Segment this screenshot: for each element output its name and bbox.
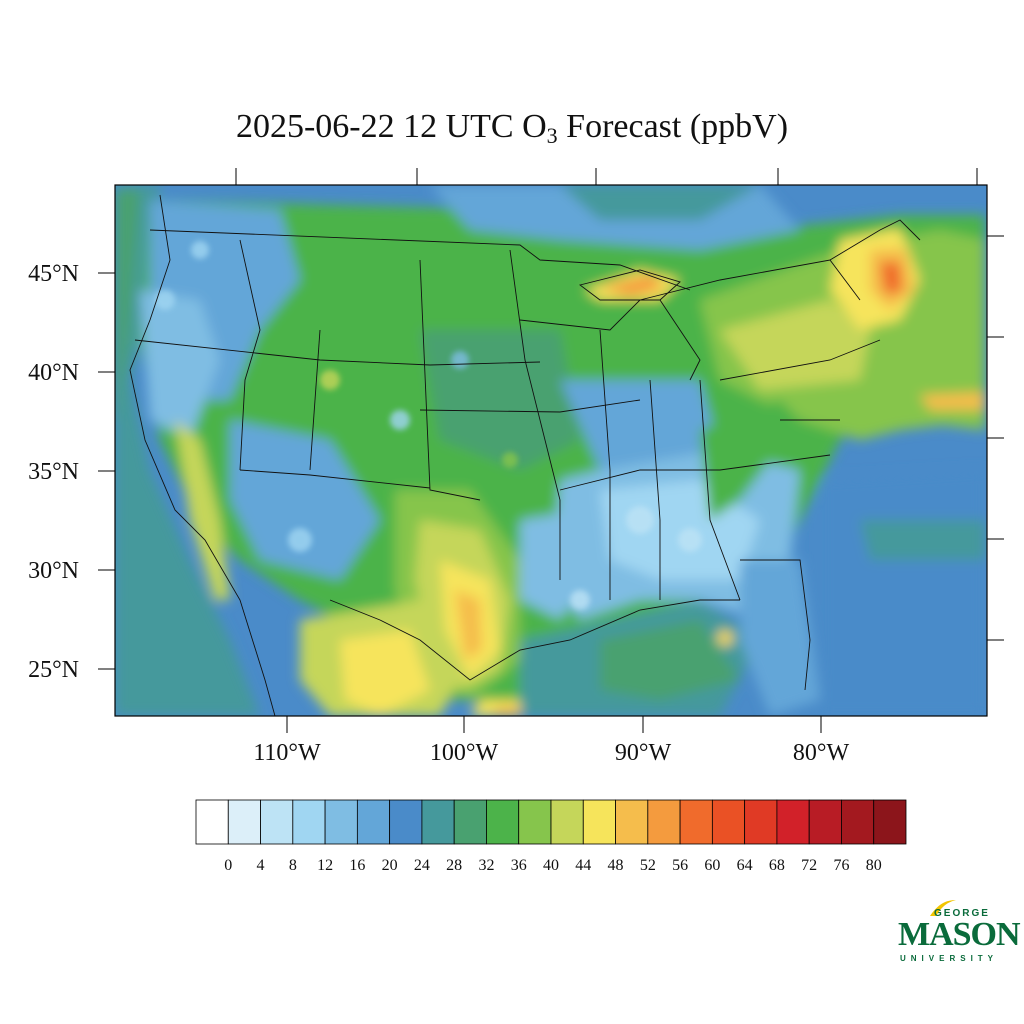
colorbar-swatch	[841, 799, 875, 845]
colorbar-swatch	[421, 799, 455, 845]
colorbar-swatch	[550, 799, 584, 845]
colorbar-swatch	[873, 799, 907, 845]
colorbar-swatch	[292, 799, 326, 845]
colorbar-label: 24	[414, 857, 430, 874]
swoosh-icon	[930, 900, 956, 916]
colorbar-swatch	[389, 799, 423, 845]
lon-label-80: 80°W	[793, 740, 850, 766]
colorbar-label: 8	[289, 857, 297, 874]
colorbar-label: 12	[317, 857, 333, 874]
colorbar-swatch	[453, 799, 487, 845]
lon-label-110: 110°W	[253, 740, 321, 766]
plot-frame	[114, 184, 988, 717]
colorbar	[195, 799, 907, 845]
colorbar-label: 60	[704, 857, 720, 874]
colorbar-label: 56	[672, 857, 688, 874]
colorbar-label: 16	[349, 857, 365, 874]
colorbar-label: 68	[769, 857, 785, 874]
colorbar-label: 28	[446, 857, 462, 874]
colorbar-swatch	[615, 799, 649, 845]
lat-label-40: 40°N	[28, 360, 79, 386]
logo-university: UNIVERSITY	[900, 954, 999, 963]
colorbar-swatch	[195, 799, 229, 845]
colorbar-label: 4	[257, 857, 265, 874]
lat-label-45: 45°N	[28, 261, 79, 287]
colorbar-swatch	[486, 799, 520, 845]
colorbar-swatch	[518, 799, 552, 845]
colorbar-label: 32	[478, 857, 494, 874]
colorbar-label: 40	[543, 857, 559, 874]
colorbar-swatch	[324, 799, 358, 845]
boundary-lines	[129, 194, 921, 717]
colorbar-label: 76	[833, 857, 849, 874]
colorbar-label: 20	[382, 857, 398, 874]
colorbar-label: 36	[511, 857, 527, 874]
colorbar-label: 48	[608, 857, 624, 874]
right-ticks	[987, 235, 1004, 641]
gmu-logo: GEORGE MASON UNIVERSITY	[898, 898, 1021, 972]
colorbar-swatch	[679, 799, 713, 845]
lat-label-35: 35°N	[28, 459, 79, 485]
colorbar-label: 80	[866, 857, 882, 874]
colorbar-swatch	[260, 799, 294, 845]
logo-mason: MASON	[898, 916, 1021, 953]
bottom-ticks	[286, 716, 822, 733]
colorbar-swatch	[776, 799, 810, 845]
lon-label-100: 100°W	[430, 740, 499, 766]
colorbar-swatch	[356, 799, 391, 845]
lon-label-90: 90°W	[615, 740, 672, 766]
colorbar-label: 44	[575, 857, 591, 874]
colorbar-swatch	[582, 799, 616, 845]
colorbar-swatch	[227, 799, 261, 845]
colorbar-swatch	[711, 799, 746, 845]
lat-label-25: 25°N	[28, 657, 79, 683]
colorbar-label: 72	[801, 857, 817, 874]
left-ticks	[98, 272, 115, 670]
map-title: 2025-06-22 12 UTC O3 Forecast (ppbV)	[235, 108, 789, 148]
top-ticks	[235, 168, 978, 185]
colorbar-label: 52	[640, 857, 656, 874]
logo-george: GEORGE	[934, 908, 990, 919]
colorbar-swatch	[744, 799, 778, 845]
colorbar-label: 0	[224, 857, 232, 874]
lat-label-30: 30°N	[28, 558, 79, 584]
ozone-field	[115, 185, 987, 716]
colorbar-swatch	[808, 799, 842, 845]
colorbar-swatch	[647, 799, 681, 845]
colorbar-label: 64	[737, 857, 753, 874]
colorbar-labels: 0 4 8 12 16 20 24 28 32 36 40 44 48 52 56 60 64 68 72 76 80	[224, 857, 881, 874]
